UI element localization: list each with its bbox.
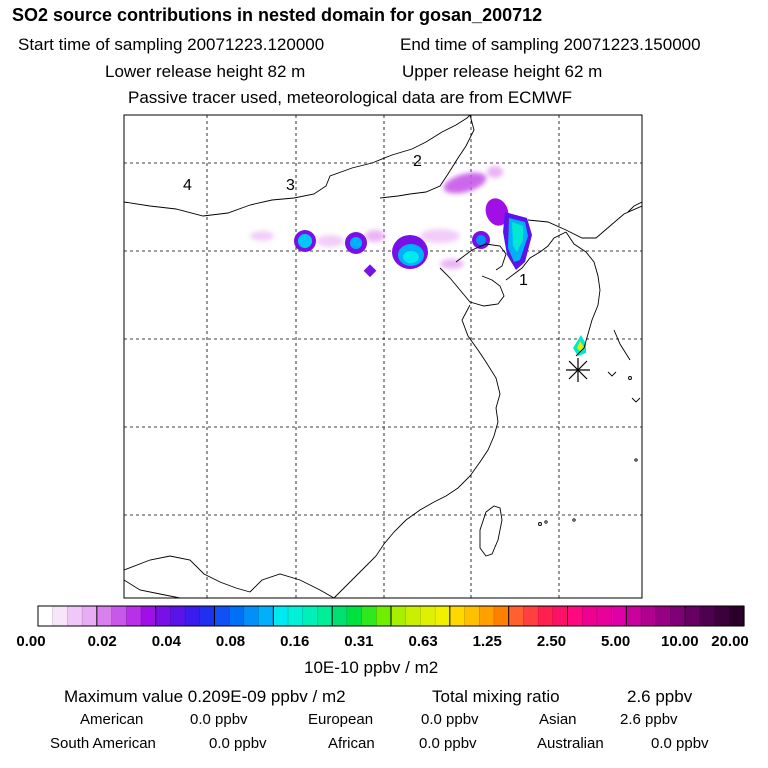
map-title: SO2 source contributions in nested domai… [12, 5, 543, 25]
colorbar [38, 606, 745, 626]
colorbar-cell [258, 606, 274, 626]
colorbar-cell [552, 606, 569, 626]
colorbar-tick-label: 20.00 [711, 633, 749, 650]
colorbar-cell [582, 606, 598, 626]
plume-field [250, 166, 586, 356]
colorbar-cell [449, 606, 466, 626]
colorbar-cell [346, 606, 363, 626]
colorbar-cell [185, 606, 201, 626]
colorbar-cell [626, 606, 642, 626]
colorbar-cell [714, 606, 730, 626]
colorbar-cell [273, 606, 289, 626]
colorbar-cell [596, 606, 613, 626]
colorbar-cell [435, 606, 451, 626]
source-south-american-value: 0.0 ppbv [209, 735, 267, 752]
asterisk-icon [566, 358, 590, 382]
source-african-label: African [328, 735, 375, 752]
source-european-label: European [308, 711, 374, 728]
colorbar-cell [670, 606, 686, 626]
source-american-label: American [80, 711, 144, 728]
colorbar-tick-label: 0.16 [280, 633, 310, 650]
colorbar-cell [111, 606, 127, 626]
total-mixing-value: 2.6 ppbv [627, 687, 693, 706]
colorbar-tick-label: 5.00 [601, 633, 631, 650]
source-asian-value: 2.6 ppbv [620, 711, 678, 728]
max-value-text: Maximum value 0.209E-09 ppbv / m2 [64, 687, 346, 706]
colorbar-cell [405, 606, 422, 626]
colorbar-cell [52, 606, 69, 626]
map-frame [123, 114, 643, 599]
colorbar-cell [611, 606, 627, 626]
colorbar-cell [302, 606, 319, 626]
source-asian-label: Asian [539, 711, 577, 728]
source-australian-value: 0.0 ppbv [651, 735, 709, 752]
colorbar-cell [214, 606, 230, 626]
colorbar-tick-label: 10.00 [661, 633, 699, 650]
colorbar-cell [464, 606, 480, 626]
colorbar-cell [493, 606, 510, 626]
source-australian-label: Australian [537, 735, 604, 752]
colorbar-dividers [52, 606, 730, 626]
colorbar-cell [317, 606, 333, 626]
colorbar-tick-label: 0.02 [87, 633, 117, 650]
colorbar-frame [37, 605, 745, 627]
source-african-value: 0.0 ppbv [419, 735, 477, 752]
colorbar-cell [567, 606, 583, 626]
region-label-4: 4 [183, 177, 192, 194]
colorbar-cell [699, 606, 716, 626]
colorbar-cell [243, 606, 260, 626]
start-time-text: Start time of sampling 20071223.120000 [18, 35, 325, 54]
colorbar-cell [288, 606, 304, 626]
colorbar-tick-label: 1.25 [472, 633, 502, 650]
colorbar-cell [361, 606, 377, 626]
colorbar-tick-label: 0.04 [151, 633, 181, 650]
colorbar-units: 10E-10 ppbv / m2 [304, 658, 439, 677]
colorbar-cell [82, 606, 98, 626]
colorbar-tick-label: 2.50 [536, 633, 567, 650]
end-time-text: End time of sampling 20071223.150000 [400, 35, 701, 54]
colorbar-cell [479, 606, 495, 626]
lower-release-height-text: Lower release height 82 m [105, 62, 306, 81]
colorbar-cell [170, 606, 186, 626]
total-mixing-label: Total mixing ratio [432, 687, 560, 706]
colorbar-cell [199, 606, 216, 626]
colorbar-tick-label: 0.08 [215, 633, 246, 650]
colorbar-cell [126, 606, 142, 626]
colorbar-cell [229, 606, 245, 626]
colorbar-tick-label: 0.00 [16, 633, 46, 650]
colorbar-cell [67, 606, 83, 626]
region-label-1: 1 [519, 272, 528, 289]
colorbar-cell [96, 606, 113, 626]
colorbar-tick-label: 0.63 [408, 633, 438, 650]
colorbar-cell [332, 606, 348, 626]
colorbar-cell [538, 606, 554, 626]
colorbar-cell [420, 606, 436, 626]
source-european-value: 0.0 ppbv [421, 711, 479, 728]
colorbar-cell [155, 606, 171, 626]
colorbar-cell [655, 606, 672, 626]
colorbar-cell [508, 606, 524, 626]
colorbar-tick-label: 0.31 [344, 633, 374, 650]
coastlines [124, 115, 642, 598]
region-label-2: 2 [413, 153, 422, 170]
colorbar-cell [140, 606, 157, 626]
source-american-value: 0.0 ppbv [190, 711, 248, 728]
colorbar-cell [38, 606, 54, 626]
tracer-note-text: Passive tracer used, meteorological data… [128, 88, 573, 107]
colorbar-cell [391, 606, 407, 626]
source-south-american-label: South American [50, 735, 156, 752]
colorbar-cell [729, 606, 745, 626]
region-label-3: 3 [286, 177, 295, 194]
colorbar-cell [641, 606, 657, 626]
graticule [124, 115, 642, 598]
colorbar-cell [523, 606, 539, 626]
upper-release-height-text: Upper release height 62 m [402, 62, 603, 81]
colorbar-cell [376, 606, 392, 626]
colorbar-cell [685, 606, 701, 626]
